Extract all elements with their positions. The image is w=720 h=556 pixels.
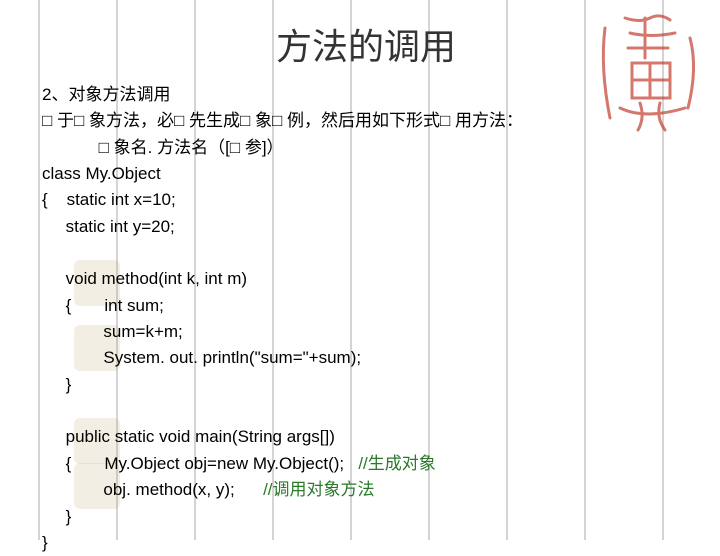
line-1: 2、对象方法调用: [42, 85, 170, 104]
seal-stamp-decoration: [590, 8, 710, 138]
line-5: { static int x=10;: [42, 190, 176, 209]
comment-16: //调用对象方法: [263, 480, 374, 499]
line-2: □ 于□ 象方法，必□ 先生成□ 象□ 例，然后用如下形式□ 用方法：: [42, 111, 523, 130]
line-15a: { My.Object obj=new My.Object();: [42, 454, 358, 473]
line-18: }: [42, 533, 48, 552]
line-4: class My.Object: [42, 164, 161, 183]
line-3: □ 象名. 方法名（[□ 参]）: [42, 138, 284, 157]
line-8: void method(int k, int m): [42, 269, 247, 288]
comment-15: //生成对象: [358, 454, 435, 473]
line-17: }: [42, 507, 71, 526]
code-body: 2、对象方法调用 □ 于□ 象方法，必□ 先生成□ 象□ 例，然后用如下形式□ …: [42, 82, 690, 556]
line-10: sum=k+m;: [42, 322, 183, 341]
line-16a: obj. method(x, y);: [42, 480, 263, 499]
line-12: }: [42, 375, 71, 394]
line-9: { int sum;: [42, 296, 164, 315]
line-6: static int y=20;: [42, 217, 175, 236]
line-11: System. out. println("sum="+sum);: [42, 348, 361, 367]
line-14: public static void main(String args[]): [42, 427, 335, 446]
